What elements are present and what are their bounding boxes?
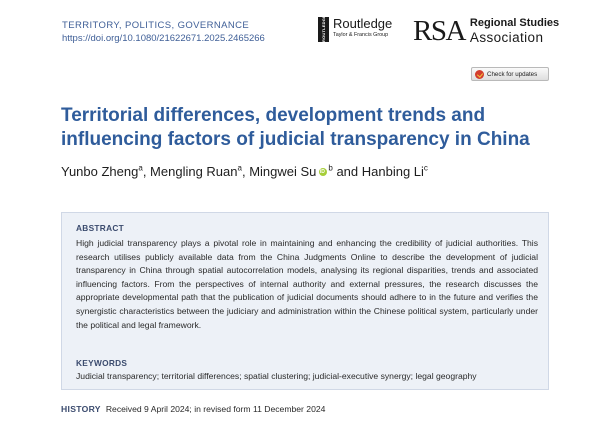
abstract-box: ABSTRACT High judicial transparency play… [61,212,549,390]
author-name: Hanbing Li [361,164,424,179]
history-label: HISTORY [61,404,101,414]
routledge-name: Routledge [333,16,393,31]
doi-link[interactable]: https://doi.org/10.1080/21622671.2025.24… [62,33,265,44]
routledge-subtitle: Taylor & Francis Group [333,32,389,38]
author-name: Yunbo Zheng [61,164,139,179]
abstract-text: High judicial transparency plays a pivot… [76,238,538,330]
author-link[interactable]: Mingwei Su b [249,164,333,179]
author-link[interactable]: Yunbo Zhenga [61,164,143,179]
author-name: Mengling Ruan [150,164,238,179]
affiliation-marker[interactable]: b [328,163,333,173]
author-link[interactable]: Mengling Ruana [150,164,242,179]
article-title: Territorial differences, development tre… [61,105,530,150]
check-updates-label: Check for updates [487,70,538,78]
rsa-letters: RSA [413,15,466,47]
orcid-icon[interactable] [319,168,328,176]
rsa-name-line2: Association [469,30,544,45]
routledge-mark-icon: ROUTLEDGE [318,15,329,42]
author-separator: , [142,164,151,179]
rsa-logo[interactable]: RSA Regional Studies Association [413,16,559,46]
author-list: Yunbo Zhenga, Mengling Ruana, Mingwei Su… [61,164,428,180]
author-link[interactable]: Hanbing Lic [362,164,428,179]
author-name: Mingwei Su [249,164,317,179]
affiliation-marker[interactable]: a [237,163,242,173]
routledge-logo[interactable]: ROUTLEDGE Routledge Taylor & Francis Gro… [318,15,393,42]
journal-header: TERRITORY, POLITICS, GOVERNANCE https://… [62,20,265,46]
abstract-heading: ABSTRACT [76,223,125,233]
affiliation-marker[interactable]: c [423,163,428,173]
check-updates-icon [475,69,484,79]
article-history: HISTORY Received 9 April 2024; in revised… [61,404,325,414]
journal-name[interactable]: TERRITORY, POLITICS, GOVERNANCE [62,20,250,31]
keywords-text: Judicial transparency; territorial diffe… [76,371,477,381]
author-separator: and [332,164,362,179]
history-dates: Received 9 April 2024; in revised form 1… [105,404,326,414]
keywords-heading: KEYWORDS [76,358,128,368]
affiliation-marker[interactable]: a [138,163,143,173]
rsa-name-line1: Regional Studies [469,17,560,29]
author-separator: , [241,164,250,179]
check-for-updates-button[interactable]: Check for updates [471,67,549,81]
